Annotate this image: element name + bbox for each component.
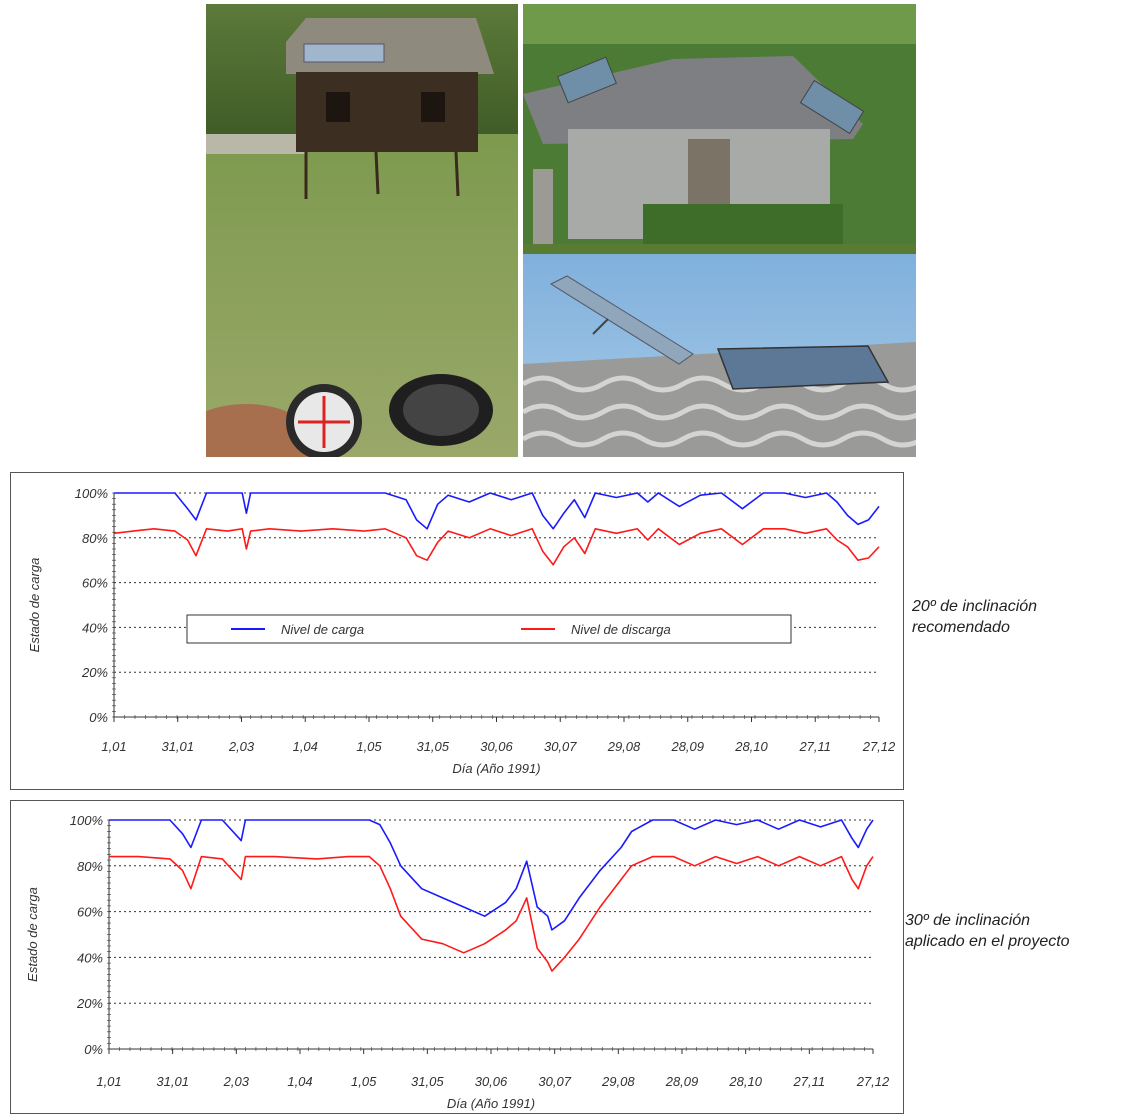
legend-label: Nivel de carga: [281, 622, 364, 637]
y-tick-label: 20%: [76, 996, 103, 1011]
x-tick-label: 30,07: [544, 739, 577, 754]
caption-30-line1: 30º de inclinación: [905, 912, 1031, 929]
x-tick-label: 31,05: [411, 1074, 444, 1089]
y-tick-label: 0%: [84, 1042, 103, 1057]
y-tick-label: 40%: [77, 950, 103, 965]
chart-frame-20-degrees: 0% 20% 40% 60% 80% 100% 1,01 31,01 2,03 1,04 1,05 3…: [10, 472, 904, 790]
x-tick-label: 28,10: [734, 739, 768, 754]
legend-box: [186, 614, 792, 644]
y-tick-label: 100%: [75, 486, 108, 501]
x-tick-label: 31,01: [161, 739, 194, 754]
x-tick-label: 31,05: [416, 739, 449, 754]
chart-30-degrees: 0% 20% 40% 60% 80% 100% 1,01 31,01 2,03 1,04 1,05 3…: [25, 813, 890, 1111]
x-tick-label: 28,10: [728, 1074, 762, 1089]
roof-panels-photo: [523, 254, 916, 457]
caption-20-degrees: 20º de inclinación recomendado: [912, 596, 1037, 638]
y-tick-label: 20%: [81, 665, 108, 680]
legend-label: Nivel de discarga: [571, 622, 671, 637]
caption-30-line2: aplicado en el proyecto: [905, 933, 1070, 950]
x-tick-label: 30,06: [475, 1074, 508, 1089]
y-tick-label: 80%: [82, 531, 108, 546]
series-line-nivel-de-discarga: [109, 855, 874, 972]
x-axis-label: Día (Año 1991): [452, 761, 540, 776]
x-tick-label: 2,03: [228, 739, 255, 754]
y-tick-label: 60%: [77, 905, 103, 920]
x-tick-label: 30,06: [480, 739, 513, 754]
caption-20-line2: recomendado: [912, 619, 1010, 636]
x-tick-label: 27,11: [793, 1074, 826, 1089]
x-tick-label: 27,12: [862, 739, 896, 754]
x-tick-label: 31,01: [156, 1074, 189, 1089]
house-with-compass-photo: [206, 4, 518, 457]
caption-20-line1: 20º de inclinación: [912, 598, 1038, 615]
y-tick-label: 40%: [82, 620, 108, 635]
chart-20-degrees: 0% 20% 40% 60% 80% 100% 1,01 31,01 2,03 1,04 1,05 3…: [27, 486, 896, 776]
x-tick-label: 28,09: [670, 739, 704, 754]
x-tick-label: 1,01: [101, 739, 126, 754]
x-tick-label: 1,01: [96, 1074, 121, 1089]
chart-frame-30-degrees: 0% 20% 40% 60% 80% 100% 1,01 31,01 2,03 1,04 1,05 3…: [10, 800, 904, 1114]
y-tick-label: 100%: [70, 813, 103, 828]
y-axis-label: Estado de carga: [27, 558, 42, 653]
caption-30-degrees: 30º de inclinación aplicado en el proyec…: [905, 910, 1070, 952]
x-tick-label: 29,08: [607, 739, 641, 754]
y-tick-label: 80%: [77, 859, 103, 874]
y-tick-label: 60%: [82, 576, 108, 591]
x-tick-label: 28,09: [665, 1074, 699, 1089]
series-line-nivel-de-carga: [109, 819, 874, 931]
y-tick-label: 0%: [89, 710, 108, 725]
x-tick-label: 30,07: [538, 1074, 571, 1089]
x-tick-label: 27,11: [798, 739, 831, 754]
house-side-photo: [523, 4, 916, 254]
x-tick-label: 2,03: [223, 1074, 250, 1089]
x-tick-label: 1,05: [356, 739, 382, 754]
x-tick-label: 1,05: [351, 1074, 377, 1089]
x-tick-label: 29,08: [601, 1074, 635, 1089]
series-line-nivel-de-discarga: [113, 528, 880, 566]
x-tick-label: 1,04: [287, 1074, 312, 1089]
series-line-nivel-de-carga: [114, 492, 880, 530]
y-axis-label: Estado de carga: [25, 887, 40, 982]
x-tick-label: 1,04: [293, 739, 318, 754]
x-tick-label: 27,12: [856, 1074, 890, 1089]
x-axis-label: Día (Año 1991): [447, 1096, 535, 1111]
